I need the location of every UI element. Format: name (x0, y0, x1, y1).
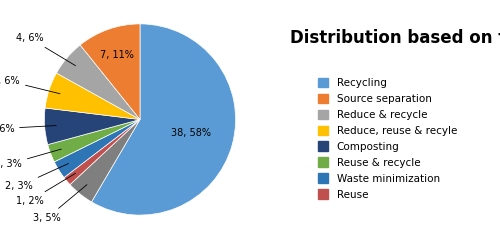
Text: 4, 6%: 4, 6% (16, 33, 76, 66)
Wedge shape (64, 120, 140, 185)
Wedge shape (48, 120, 140, 162)
Text: 2, 3%: 2, 3% (5, 163, 68, 191)
Text: 4, 6%: 4, 6% (0, 124, 56, 134)
Text: 2, 3%: 2, 3% (0, 149, 62, 169)
Wedge shape (56, 45, 140, 120)
Text: 1, 2%: 1, 2% (16, 173, 76, 206)
Text: 7, 11%: 7, 11% (100, 49, 134, 60)
Wedge shape (92, 24, 236, 215)
Wedge shape (54, 120, 140, 178)
Wedge shape (44, 108, 140, 145)
Text: 3, 5%: 3, 5% (33, 185, 87, 223)
Legend: Recycling, Source separation, Reduce & recycle, Reduce, reuse & recyle, Composti: Recycling, Source separation, Reduce & r… (312, 72, 462, 205)
Wedge shape (45, 73, 140, 120)
Text: Distribution based on target behavior: Distribution based on target behavior (290, 29, 500, 47)
Text: 38, 58%: 38, 58% (170, 128, 210, 138)
Wedge shape (80, 24, 140, 120)
Text: 4, 6%: 4, 6% (0, 76, 60, 94)
Wedge shape (70, 120, 140, 202)
